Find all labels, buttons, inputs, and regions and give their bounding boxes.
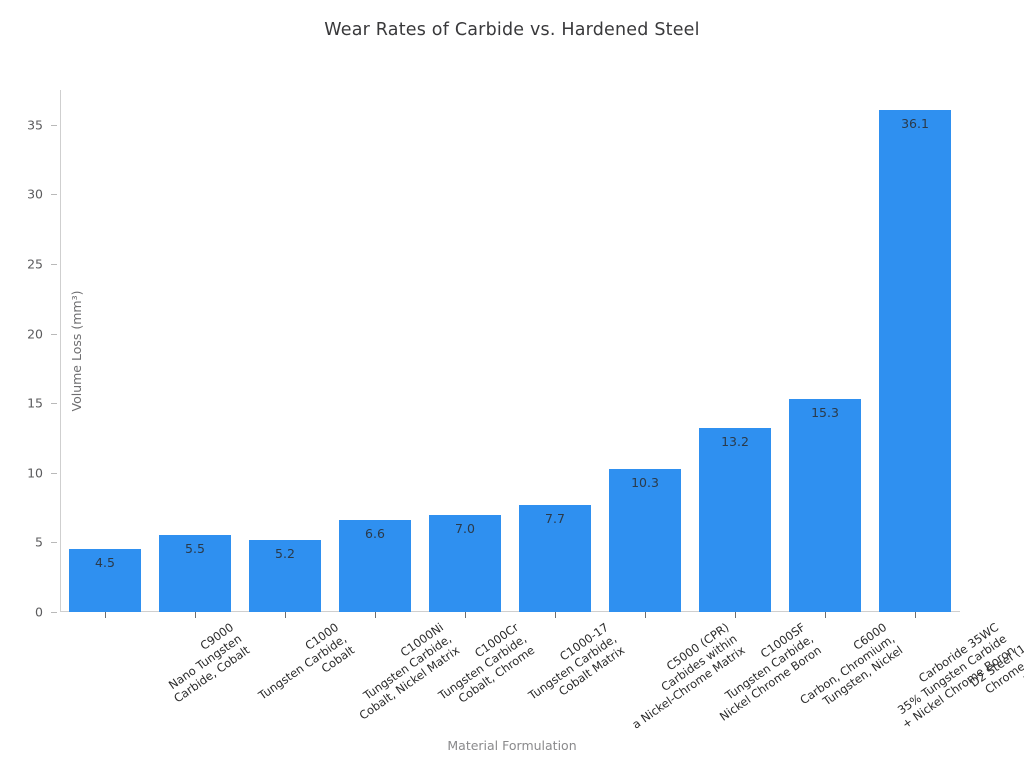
y-tick-label: 30 <box>27 186 43 202</box>
bar[interactable]: 7.0 <box>429 514 501 612</box>
y-tick-mark <box>51 124 57 126</box>
x-tick-mark <box>825 612 826 618</box>
y-tick-mark <box>51 264 57 265</box>
x-tick-mark <box>285 612 286 618</box>
x-tick-mark <box>105 612 106 618</box>
y-axis-title: Volume Loss (mm³) <box>68 290 84 412</box>
x-tick-mark <box>465 612 466 618</box>
y-tick-mark <box>51 403 57 405</box>
x-tick-mark <box>195 612 196 618</box>
y-tick-label: 25 <box>27 256 43 272</box>
x-tick-mark <box>375 612 376 618</box>
y-tick-mark <box>51 472 57 474</box>
bar[interactable]: 10.3 <box>609 468 681 612</box>
bar-value-label: 7.7 <box>545 510 565 526</box>
y-tick-mark <box>51 333 57 335</box>
y-tick-mark <box>51 612 57 613</box>
y-tick-label: 20 <box>27 326 43 342</box>
y-tick-label: 5 <box>35 534 43 550</box>
y-tick-label: 10 <box>27 465 43 481</box>
bar-value-label: 5.2 <box>275 545 295 561</box>
y-tick-label: 0 <box>35 604 43 620</box>
x-tick-mark <box>555 612 556 618</box>
x-axis-spine <box>60 611 960 612</box>
chart-title: Wear Rates of Carbide vs. Hardened Steel <box>324 20 700 40</box>
x-category-label: C9000 Nano Tungsten Carbide, Cobalt <box>155 620 252 706</box>
y-tick-label: 15 <box>27 395 43 411</box>
bar[interactable]: 7.7 <box>519 504 591 612</box>
bar-value-label: 13.2 <box>721 434 749 450</box>
x-category-label: C1000 Tungsten Carbide, Cobalt <box>248 620 357 714</box>
bar-value-label: 4.5 <box>95 555 115 571</box>
y-tick-label: 35 <box>27 117 43 133</box>
bar[interactable]: 6.6 <box>339 520 411 612</box>
y-axis-spine <box>60 90 61 612</box>
bar-value-label: 7.0 <box>455 520 475 536</box>
bar-value-label: 5.5 <box>185 541 205 557</box>
bar[interactable]: 36.1 <box>879 109 951 612</box>
bar-value-label: 6.6 <box>365 526 385 542</box>
bar-value-label: 10.3 <box>631 474 659 490</box>
bar[interactable]: 4.5 <box>69 549 141 612</box>
bar[interactable]: 5.5 <box>159 535 231 612</box>
x-tick-mark <box>735 612 736 618</box>
y-tick-mark <box>51 542 57 544</box>
y-tick-mark <box>51 194 57 196</box>
bar[interactable]: 13.2 <box>699 428 771 612</box>
x-axis-title: Material Formulation <box>447 738 577 753</box>
bar[interactable]: 5.2 <box>249 539 321 612</box>
x-category-label: C1000-17 Tungsten Carbide, Cobalt Matrix <box>518 620 627 714</box>
bar-value-label: 36.1 <box>901 115 929 131</box>
x-tick-mark <box>645 612 646 618</box>
bar[interactable]: 15.3 <box>789 399 861 612</box>
x-tick-mark <box>915 612 916 618</box>
plot-area: Volume Loss (mm³) 0 5 10 15 20 25 30 35 4.5 5.5 5… <box>27 90 960 620</box>
bar-value-label: 15.3 <box>811 405 839 421</box>
